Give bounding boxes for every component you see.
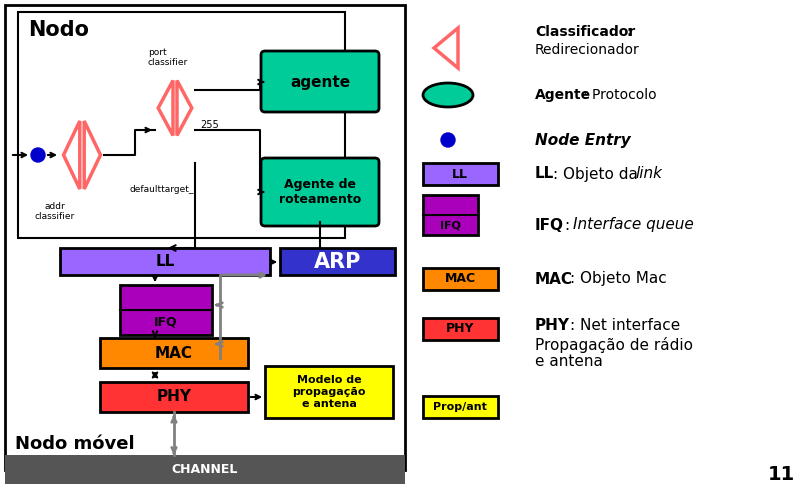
Text: LL: LL xyxy=(534,166,553,182)
Text: :: : xyxy=(626,25,632,39)
Bar xyxy=(5,455,404,484)
Text: Classificador: Classificador xyxy=(534,25,634,39)
Bar xyxy=(423,396,497,418)
Text: IFQ: IFQ xyxy=(534,217,563,232)
Text: MAC: MAC xyxy=(534,272,573,287)
Text: MAC: MAC xyxy=(155,346,192,361)
FancyBboxPatch shape xyxy=(261,51,379,112)
Text: addr
classifier: addr classifier xyxy=(34,202,75,221)
Bar xyxy=(5,5,404,470)
Text: PHY: PHY xyxy=(534,318,569,333)
Bar xyxy=(60,248,269,275)
Text: defaulttarget_: defaulttarget_ xyxy=(130,185,194,194)
Text: Prop/ant: Prop/ant xyxy=(432,402,486,412)
Circle shape xyxy=(31,148,45,162)
Bar xyxy=(280,248,395,275)
Text: Agente: Agente xyxy=(534,88,590,102)
Text: :: : xyxy=(565,217,574,232)
Bar xyxy=(18,12,345,238)
Ellipse shape xyxy=(423,83,472,107)
Text: : Objeto Mac: : Objeto Mac xyxy=(569,272,666,287)
Circle shape xyxy=(440,133,455,147)
Text: Agente de
roteamento: Agente de roteamento xyxy=(278,178,361,206)
Text: 11: 11 xyxy=(767,466,794,484)
Text: : Objeto da: : Objeto da xyxy=(553,166,642,182)
Text: : Protocolo: : Protocolo xyxy=(582,88,656,102)
Bar xyxy=(100,382,248,412)
Text: CHANNEL: CHANNEL xyxy=(172,464,238,477)
Text: ARP: ARP xyxy=(314,252,361,272)
Text: Interface queue: Interface queue xyxy=(573,217,693,232)
Text: LL: LL xyxy=(452,167,468,181)
Text: : Net interface: : Net interface xyxy=(569,318,679,333)
Text: link: link xyxy=(634,166,661,182)
Text: Modelo de
propagação
e antena: Modelo de propagação e antena xyxy=(292,376,365,408)
Text: PHY: PHY xyxy=(445,322,474,335)
Text: Node Entry: Node Entry xyxy=(534,133,630,148)
Text: port
classifier: port classifier xyxy=(148,48,188,67)
Bar xyxy=(423,268,497,290)
Bar xyxy=(100,338,248,368)
Bar xyxy=(119,285,212,335)
Text: Nodo móvel: Nodo móvel xyxy=(15,435,135,453)
FancyBboxPatch shape xyxy=(261,158,379,226)
Bar xyxy=(423,163,497,185)
Text: Nodo: Nodo xyxy=(28,20,89,40)
Text: Propagação de rádio: Propagação de rádio xyxy=(534,337,692,353)
Bar xyxy=(423,318,497,340)
Text: PHY: PHY xyxy=(156,390,191,405)
Text: MAC: MAC xyxy=(444,272,475,286)
Text: IFQ: IFQ xyxy=(439,220,460,230)
Text: e antena: e antena xyxy=(534,354,602,369)
Bar xyxy=(423,195,477,235)
Text: 255: 255 xyxy=(200,120,218,130)
Text: agente: agente xyxy=(290,75,350,90)
Text: IFQ: IFQ xyxy=(154,316,177,329)
Text: Redirecionador: Redirecionador xyxy=(534,43,639,57)
Text: LL: LL xyxy=(155,255,174,270)
Bar xyxy=(265,366,392,418)
